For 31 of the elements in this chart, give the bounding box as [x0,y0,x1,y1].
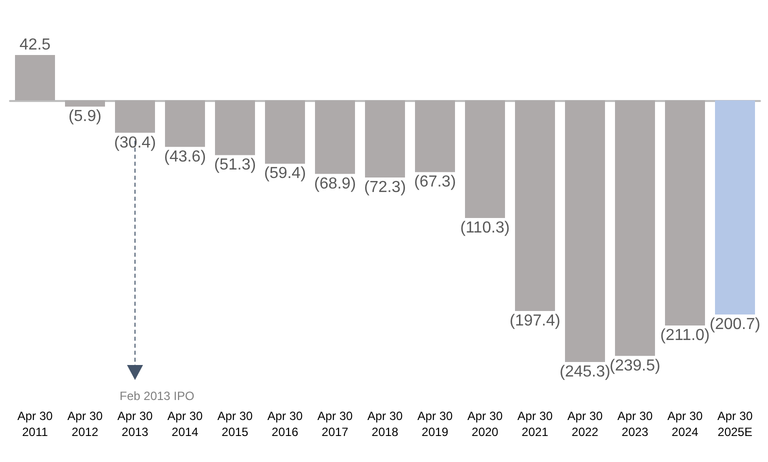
x-tick-label: Apr 30 2025E [717,409,753,439]
x-tick-label: Apr 30 2020 [467,409,503,439]
data-label: (30.4) [114,134,156,152]
data-label: (51.3) [214,156,256,174]
x-tick-label: Apr 30 2017 [317,409,353,439]
x-tick-label: Apr 30 2013 [117,409,153,439]
data-label: (68.9) [314,175,356,192]
x-tick-label: Apr 30 2021 [517,409,553,439]
data-label: 42.5 [19,36,51,54]
data-label: (239.5) [610,357,660,374]
data-label: (43.6) [164,148,206,166]
data-label: (200.7) [710,316,760,333]
data-label: (211.0) [660,326,710,344]
x-tick-label: Apr 30 2024 [667,409,703,439]
data-label: (5.9) [68,108,102,126]
x-tick-label: Apr 30 2018 [367,409,403,439]
x-tick-label: Apr 30 2015 [217,409,253,439]
x-tick-label: Apr 30 2023 [617,409,653,439]
data-label: (72.3) [364,178,406,196]
x-tick-label: Apr 30 2014 [167,409,203,439]
x-tick-label: Apr 30 2011 [17,409,53,439]
x-tick-label: Apr 30 2016 [267,409,303,439]
data-label: (245.3) [560,364,610,381]
data-label: (67.3) [414,174,456,191]
x-tick-label: Apr 30 2022 [567,409,603,439]
data-label: (197.4) [510,312,560,330]
data-label: (59.4) [264,165,306,182]
x-tick-label: Apr 30 2012 [67,409,103,439]
x-tick-label: Apr 30 2019 [417,409,453,439]
data-label: (110.3) [460,220,510,237]
text: Feb 2013 IPO [120,389,194,403]
